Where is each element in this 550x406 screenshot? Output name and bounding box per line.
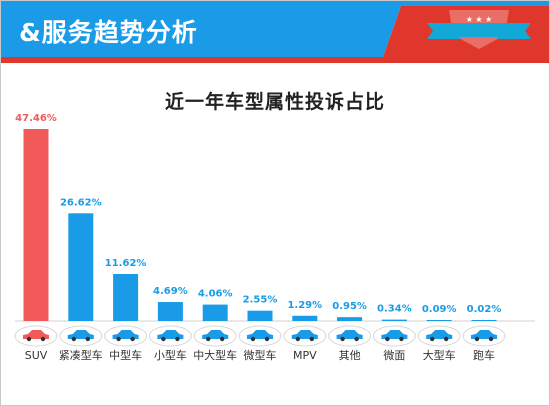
value-label-5: 2.55% (243, 295, 278, 306)
car-icon-0 (14, 325, 58, 347)
category-label-2: 中型车 (109, 348, 142, 362)
header-top-strip (1, 1, 549, 6)
header-red-underline (1, 57, 549, 63)
category-label-6: MPV (293, 349, 317, 362)
car-icon-9 (417, 325, 461, 347)
car-icon-8 (372, 325, 416, 347)
value-label-8: 0.34% (377, 304, 412, 315)
bar-5 (247, 310, 273, 321)
value-label-0: 47.46% (15, 113, 57, 124)
bar-8 (381, 319, 407, 321)
bar-10 (471, 320, 497, 321)
car-icon-2 (104, 325, 148, 347)
category-label-9: 大型车 (423, 348, 456, 362)
header-title-band (1, 6, 401, 57)
category-label-8: 微面 (383, 348, 405, 362)
value-label-1: 26.62% (60, 197, 102, 208)
car-icon-10 (462, 325, 506, 347)
car-icon-3 (148, 325, 192, 347)
header-title: &服务趋势分析 (19, 18, 198, 47)
value-label-6: 1.29% (287, 300, 322, 311)
bar-1 (68, 213, 94, 321)
bar-7 (337, 317, 363, 321)
bar-2 (113, 273, 139, 321)
category-label-3: 小型车 (154, 348, 187, 362)
category-label-7: 其他 (339, 349, 361, 362)
bar-6 (292, 315, 318, 321)
bar-4 (202, 304, 228, 321)
car-icon-7 (328, 325, 372, 347)
value-label-7: 0.95% (332, 301, 367, 312)
car-icon-1 (59, 325, 103, 347)
value-label-2: 11.62% (105, 258, 147, 269)
category-label-0: SUV (25, 349, 48, 362)
car-icon-6 (283, 325, 327, 347)
value-label-4: 4.06% (198, 289, 233, 300)
chart-title: 近一年车型属性投诉占比 (164, 91, 385, 113)
value-label-10: 0.02% (467, 304, 502, 315)
svg-text:★ ★ ★: ★ ★ ★ (466, 15, 493, 24)
car-icon-4 (193, 325, 237, 347)
category-label-1: 紧凑型车 (59, 348, 103, 362)
header-banner: ★ ★ ★ &服务趋势分析 (1, 1, 549, 63)
bar-0 (23, 129, 49, 321)
header-graphics: ★ ★ ★ (1, 1, 549, 63)
value-label-9: 0.09% (422, 304, 457, 315)
bar-3 (157, 302, 183, 321)
category-label-4: 中大型车 (193, 348, 237, 362)
category-label-10: 跑车 (473, 348, 495, 362)
value-label-3: 4.69% (153, 286, 188, 297)
car-icon-5 (238, 325, 282, 347)
category-label-5: 微型车 (244, 348, 277, 362)
bar-9 (426, 320, 452, 321)
shield-badge-icon: ★ ★ ★ (427, 10, 531, 49)
